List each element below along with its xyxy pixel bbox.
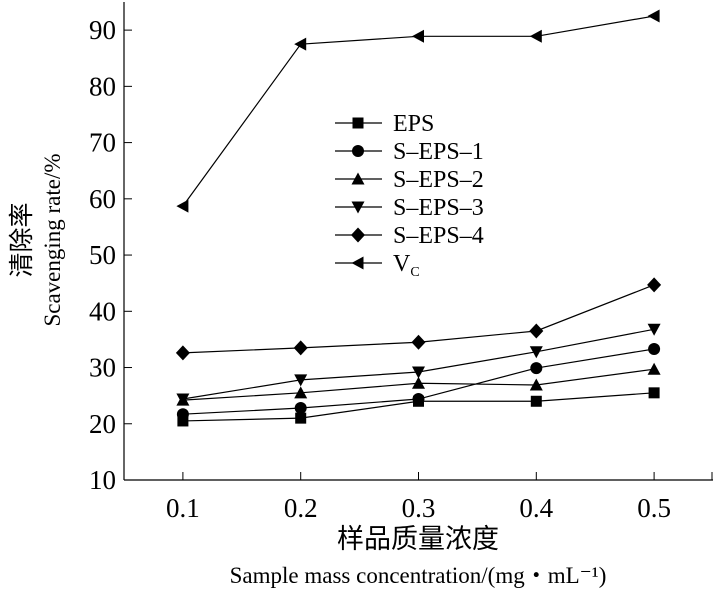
marker-triangle-up [412, 376, 425, 389]
y-tick-label: 70 [89, 128, 116, 158]
marker-triangle-up [529, 378, 543, 391]
marker-square [530, 395, 542, 407]
marker-triangle-left [351, 256, 364, 270]
marker-triangle-up [294, 386, 308, 399]
marker-triangle-left [176, 199, 189, 213]
y-tick-label: 30 [89, 353, 116, 383]
marker-circle [648, 342, 661, 355]
y-tick-label: 40 [89, 296, 116, 326]
legend-item: VC [335, 251, 420, 280]
legend-item: S–EPS–1 [335, 139, 484, 165]
legend-item: S–EPS–2 [335, 167, 484, 193]
marker-diamond [529, 323, 544, 339]
marker-triangle-down [529, 346, 543, 359]
y-tick-label: 10 [89, 465, 116, 495]
marker-circle [176, 408, 189, 421]
series-s-eps-3 [176, 323, 661, 406]
marker-triangle-down [176, 393, 190, 406]
legend-label: S–EPS–3 [393, 195, 484, 221]
legend-item: S–EPS–3 [335, 195, 484, 221]
marker-diamond [411, 334, 426, 350]
y-tick-label: 50 [89, 240, 116, 270]
marker-square [295, 412, 307, 424]
legend-item: EPS [335, 111, 434, 137]
marker-circle [530, 362, 543, 375]
marker-diamond [293, 340, 308, 356]
x-tick-label: 0.3 [402, 493, 436, 523]
marker-triangle-left [412, 29, 424, 43]
y-tick-label: 20 [89, 409, 116, 439]
y-tick-label: 80 [89, 71, 116, 101]
marker-circle [412, 393, 425, 406]
series-group [175, 9, 662, 427]
y-axis-label: Scavenging rate/% [40, 153, 65, 326]
marker-triangle-left [294, 37, 307, 51]
legend-label: VC [393, 251, 420, 280]
marker-triangle-left [529, 29, 542, 43]
marker-circle [352, 145, 364, 157]
legend-item: S–EPS–4 [335, 223, 484, 249]
x-tick-label: 0.1 [166, 493, 200, 523]
marker-triangle-down [647, 323, 661, 336]
marker-triangle-up [351, 172, 365, 185]
x-tick-label: 0.2 [284, 493, 318, 523]
y-tick-label: 60 [89, 184, 116, 214]
marker-diamond [647, 277, 662, 293]
x-tick-label: 0.5 [637, 493, 671, 523]
marker-square [648, 387, 660, 399]
marker-diamond [351, 227, 365, 243]
x-tick-label: 0.4 [519, 493, 553, 523]
marker-square [352, 117, 364, 129]
marker-circle [294, 402, 307, 415]
marker-triangle-left [647, 9, 660, 23]
series-s-eps-1 [176, 342, 661, 421]
axes: 10 20 30 40 50 60 70 80 90 0.1 0.2 0.3 0.4 0.5 [89, 2, 713, 523]
legend-label: S–EPS–2 [393, 167, 484, 193]
legend-label: S–EPS–4 [393, 223, 484, 249]
marker-triangle-down [351, 201, 365, 214]
marker-triangle-up [647, 362, 661, 375]
marker-triangle-down [412, 366, 425, 379]
y-axis-label-cn: 清除率 [8, 202, 36, 277]
marker-square [177, 415, 189, 427]
legend-label: S–EPS–1 [393, 139, 484, 165]
marker-diamond [175, 345, 190, 361]
y-tick-label: 90 [89, 15, 116, 45]
legend-label: EPS [393, 111, 434, 137]
x-axis-label-cn: 样品质量浓度 [337, 524, 499, 554]
series-vc [176, 9, 660, 213]
x-axis-label: Sample mass concentration/(mg・mL⁻¹) [230, 563, 607, 588]
marker-triangle-down [294, 374, 308, 387]
series-s-eps-4 [175, 277, 662, 361]
